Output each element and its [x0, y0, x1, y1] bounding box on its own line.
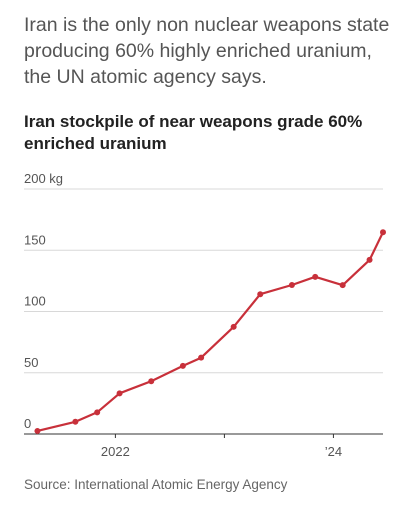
- series-line: [37, 231, 384, 432]
- x-axis-ticks: 2022 ’24: [101, 434, 342, 459]
- headline: Iran is the only non nuclear weapons sta…: [24, 14, 390, 88]
- data-points: [34, 229, 386, 434]
- y-tick-label: 50: [24, 355, 38, 370]
- source-note: Source: International Atomic Energy Agen…: [24, 477, 288, 492]
- data-point: [288, 282, 295, 289]
- x-tick-label: ’24: [325, 444, 342, 459]
- y-tick-label: 150: [24, 232, 46, 247]
- data-point: [116, 390, 123, 397]
- data-point: [94, 409, 101, 416]
- data-point: [380, 229, 386, 236]
- x-tick-label: 2022: [101, 444, 130, 459]
- chart-title: Iran stockpile of near weapons grade 60%…: [24, 112, 363, 153]
- y-axis-ticks: 0 50 100 150 200 kg: [24, 171, 63, 431]
- data-point: [34, 427, 41, 434]
- data-point: [179, 362, 186, 369]
- data-point: [257, 291, 264, 298]
- data-point: [230, 323, 237, 330]
- y-tick-label: 200 kg: [24, 171, 63, 186]
- gridlines: [24, 188, 383, 374]
- data-point: [339, 282, 346, 289]
- y-tick-label: 100: [24, 294, 46, 309]
- data-point: [148, 378, 155, 385]
- data-point: [72, 418, 79, 425]
- data-point: [312, 273, 319, 280]
- data-point: [366, 256, 373, 263]
- data-point: [198, 354, 205, 361]
- y-tick-label: 0: [24, 416, 31, 431]
